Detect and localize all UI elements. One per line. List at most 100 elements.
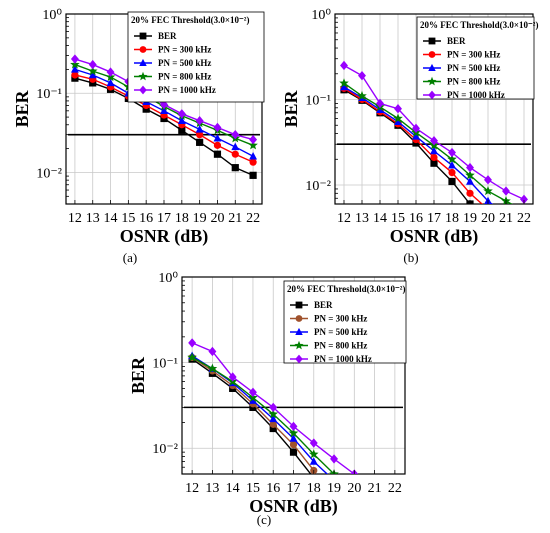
series-line-0: [343, 89, 471, 204]
data-point: [448, 147, 456, 158]
y-tick-label: 10⁰: [311, 8, 331, 23]
legend-marker: [295, 327, 303, 336]
x-tick-label: 19: [193, 211, 207, 226]
x-tick-label: 21: [368, 481, 382, 496]
data-point: [248, 140, 258, 150]
data-point: [213, 133, 222, 142]
legend-marker: [295, 315, 303, 322]
x-tick-label: 16: [409, 211, 423, 226]
data-point: [430, 136, 438, 146]
data-point: [196, 138, 204, 146]
x-tick-label: 15: [391, 211, 405, 226]
data-point: [376, 105, 384, 113]
x-tick-label: 22: [388, 481, 402, 496]
y-tick-label: 10⁻²: [152, 442, 178, 457]
data-point: [188, 338, 197, 348]
chart-panel-b: 12 13 14 15 16 17 18 19 20 21 22 10⁰ 10⁻¹ 10⁻² OSNR (d…: [281, 8, 539, 265]
y-axis-label: BER: [12, 89, 32, 127]
data-point: [394, 117, 402, 125]
data-point: [288, 428, 299, 438]
legend-label: PN = 800 kHz: [447, 77, 500, 87]
data-point: [249, 151, 258, 160]
data-point: [465, 170, 475, 180]
x-tick-label: 22: [246, 211, 260, 226]
legend-marker: [428, 51, 436, 58]
x-tick-label: 13: [205, 481, 219, 496]
y-tick-label: 10⁻¹: [36, 87, 62, 102]
data-point: [187, 352, 197, 362]
legend-label: PN = 500 kHz: [314, 327, 367, 337]
data-point: [430, 153, 438, 162]
y-tick-label: 10⁰: [42, 8, 62, 23]
legend-marker: [294, 340, 304, 350]
legend: 20% FEC Threshold(3.0×10⁻²) BER PN = 300 k…: [127, 11, 265, 103]
data-point: [89, 79, 97, 87]
y-tick-label: 10⁰: [158, 271, 178, 286]
x-tick-label: 17: [287, 481, 301, 496]
data-point: [448, 177, 456, 186]
data-point: [484, 175, 492, 185]
data-point: [412, 132, 420, 140]
data-point: [358, 70, 366, 81]
data-point: [71, 71, 79, 79]
y-tick-label: 10⁻¹: [305, 94, 331, 109]
x-tick-label: 22: [517, 211, 531, 226]
legend-marker: [138, 71, 148, 81]
data-point: [466, 189, 474, 197]
data-point: [289, 434, 298, 442]
data-point: [228, 372, 237, 382]
x-tick-label: 14: [104, 211, 118, 226]
data-point: [466, 162, 474, 173]
legend-label: PN = 1000 kHz: [314, 354, 372, 364]
legend-header: 20% FEC Threshold(3.0×10⁻²): [131, 15, 250, 25]
legend-marker: [428, 90, 436, 100]
y-tick-label: 10⁻²: [36, 166, 62, 181]
x-tick-label: 13: [355, 211, 369, 226]
legend-label: BER: [158, 31, 177, 41]
data-point: [106, 78, 115, 87]
x-tick-label: 12: [68, 211, 82, 226]
legend-label: PN = 1000 kHz: [158, 85, 216, 95]
data-point: [269, 402, 278, 413]
legend-label: BER: [447, 36, 466, 46]
data-point: [447, 154, 457, 164]
data-point: [213, 150, 222, 158]
data-point: [213, 122, 222, 133]
data-point: [177, 116, 186, 124]
data-point: [269, 414, 278, 423]
legend: 20% FEC Threshold(3.0×10⁻²) BER PN = 300 k…: [416, 16, 539, 100]
legend-label: PN = 300 kHz: [158, 45, 211, 55]
data-point: [70, 59, 80, 69]
x-tick-label: 17: [157, 211, 171, 226]
data-point: [376, 98, 384, 109]
data-point: [207, 363, 218, 373]
data-point: [357, 90, 367, 101]
data-point: [160, 106, 168, 115]
data-point: [70, 54, 79, 64]
data-point: [178, 126, 186, 134]
data-point: [269, 420, 277, 428]
x-tick-label: 15: [246, 481, 260, 496]
legend-marker: [295, 301, 303, 309]
legend-header: 20% FEC Threshold(3.0×10⁻²): [420, 20, 539, 30]
x-tick-label: 16: [266, 481, 280, 496]
data-point: [249, 158, 257, 166]
legend-label: PN = 1000 kHz: [447, 90, 505, 100]
legend-label: PN = 300 kHz: [447, 50, 500, 60]
data-point: [208, 346, 217, 357]
data-point: [231, 142, 240, 151]
data-point: [269, 424, 277, 433]
x-tick-label: 12: [337, 211, 351, 226]
data-point: [393, 113, 403, 123]
series-line-3: [191, 356, 335, 474]
data-point: [339, 78, 349, 88]
x-tick-label: 18: [445, 211, 459, 226]
legend: 20% FEC Threshold(3.0×10⁻²) BER PN = 300 k…: [283, 280, 407, 364]
data-point: [70, 65, 79, 73]
data-point: [394, 104, 402, 114]
legend-label: PN = 500 kHz: [158, 58, 211, 68]
legend-header: 20% FEC Threshold(3.0×10⁻²): [287, 284, 406, 294]
x-axis-label: OSNR (dB): [390, 226, 479, 247]
data-point: [520, 194, 528, 204]
